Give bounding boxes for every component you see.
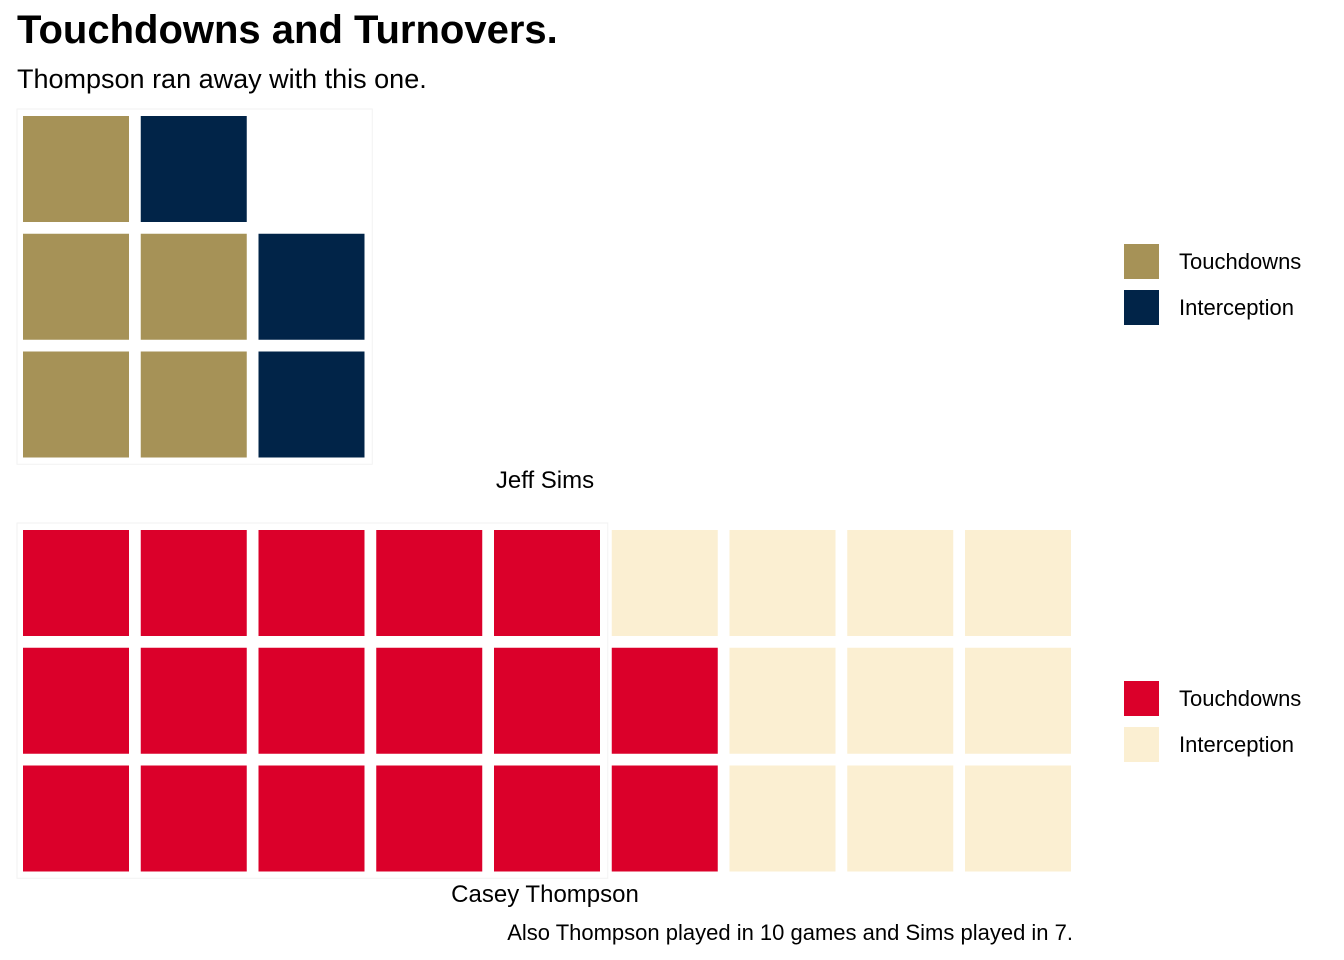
panel-label-jeff-sims: Jeff Sims (495, 467, 595, 494)
waffle-cell-interception (847, 530, 954, 636)
waffle-cell-touchdowns (376, 530, 483, 636)
chart-subtitle: Thompson ran away with this one. (17, 64, 427, 94)
waffle-cell-touchdowns (23, 116, 129, 222)
waffle-cell-touchdowns (258, 530, 365, 636)
waffle-cell-interception (847, 647, 954, 754)
waffle-cell-touchdowns (494, 530, 600, 636)
waffle-cell-interception (965, 530, 1071, 636)
waffle-cell-interception (729, 765, 836, 872)
waffle-cell-interception (611, 530, 718, 636)
waffle-cell-interception (965, 647, 1071, 754)
waffle-cell-touchdowns (23, 233, 129, 340)
waffle-cell-touchdowns (23, 765, 129, 872)
waffle-cell-touchdowns (140, 530, 247, 636)
waffle-cell-touchdowns (23, 351, 129, 458)
legend-key-interception (1124, 727, 1159, 762)
legend-label-touchdowns: Touchdowns (1179, 249, 1302, 274)
waffle-cell-touchdowns (140, 351, 247, 458)
waffle-cell-touchdowns (611, 647, 718, 754)
legend-key-interception (1124, 290, 1159, 325)
waffle-cell-touchdowns (23, 647, 129, 754)
legend-label-touchdowns: Touchdowns (1179, 686, 1302, 711)
panel-frame (16, 522, 609, 879)
legend-label-interception: Interception (1179, 295, 1294, 320)
chart-caption: Also Thompson played in 10 games and Sim… (507, 920, 1073, 945)
waffle-cell-touchdowns (376, 765, 483, 872)
legend-key-touchdowns (1124, 244, 1159, 279)
waffle-cell-touchdowns (140, 647, 247, 754)
waffle-cell-interception (258, 233, 365, 340)
waffle-cell-interception (729, 530, 836, 636)
panel-frame (16, 108, 373, 465)
legend-key-touchdowns (1124, 681, 1159, 716)
waffle-cell-touchdowns (258, 765, 365, 872)
chart-title: Touchdowns and Turnovers. (17, 8, 558, 52)
waffle-cell-touchdowns (494, 765, 600, 872)
waffle-cell-interception (258, 351, 365, 458)
waffle-cell-touchdowns (611, 765, 718, 872)
waffle-cell-touchdowns (494, 647, 600, 754)
waffle-cell-touchdowns (376, 647, 483, 754)
waffle-cell-interception (965, 765, 1071, 872)
waffle-cell-touchdowns (140, 765, 247, 872)
panel-label-casey-thompson: Casey Thompson (451, 881, 639, 908)
waffle-cell-interception (847, 765, 954, 872)
waffle-cell-touchdowns (23, 530, 129, 636)
waffle-cell-interception (729, 647, 836, 754)
waffle-cell-touchdowns (140, 233, 247, 340)
waffle-cell-touchdowns (258, 647, 365, 754)
waffle-cell-interception (140, 116, 247, 222)
legend-label-interception: Interception (1179, 732, 1294, 757)
